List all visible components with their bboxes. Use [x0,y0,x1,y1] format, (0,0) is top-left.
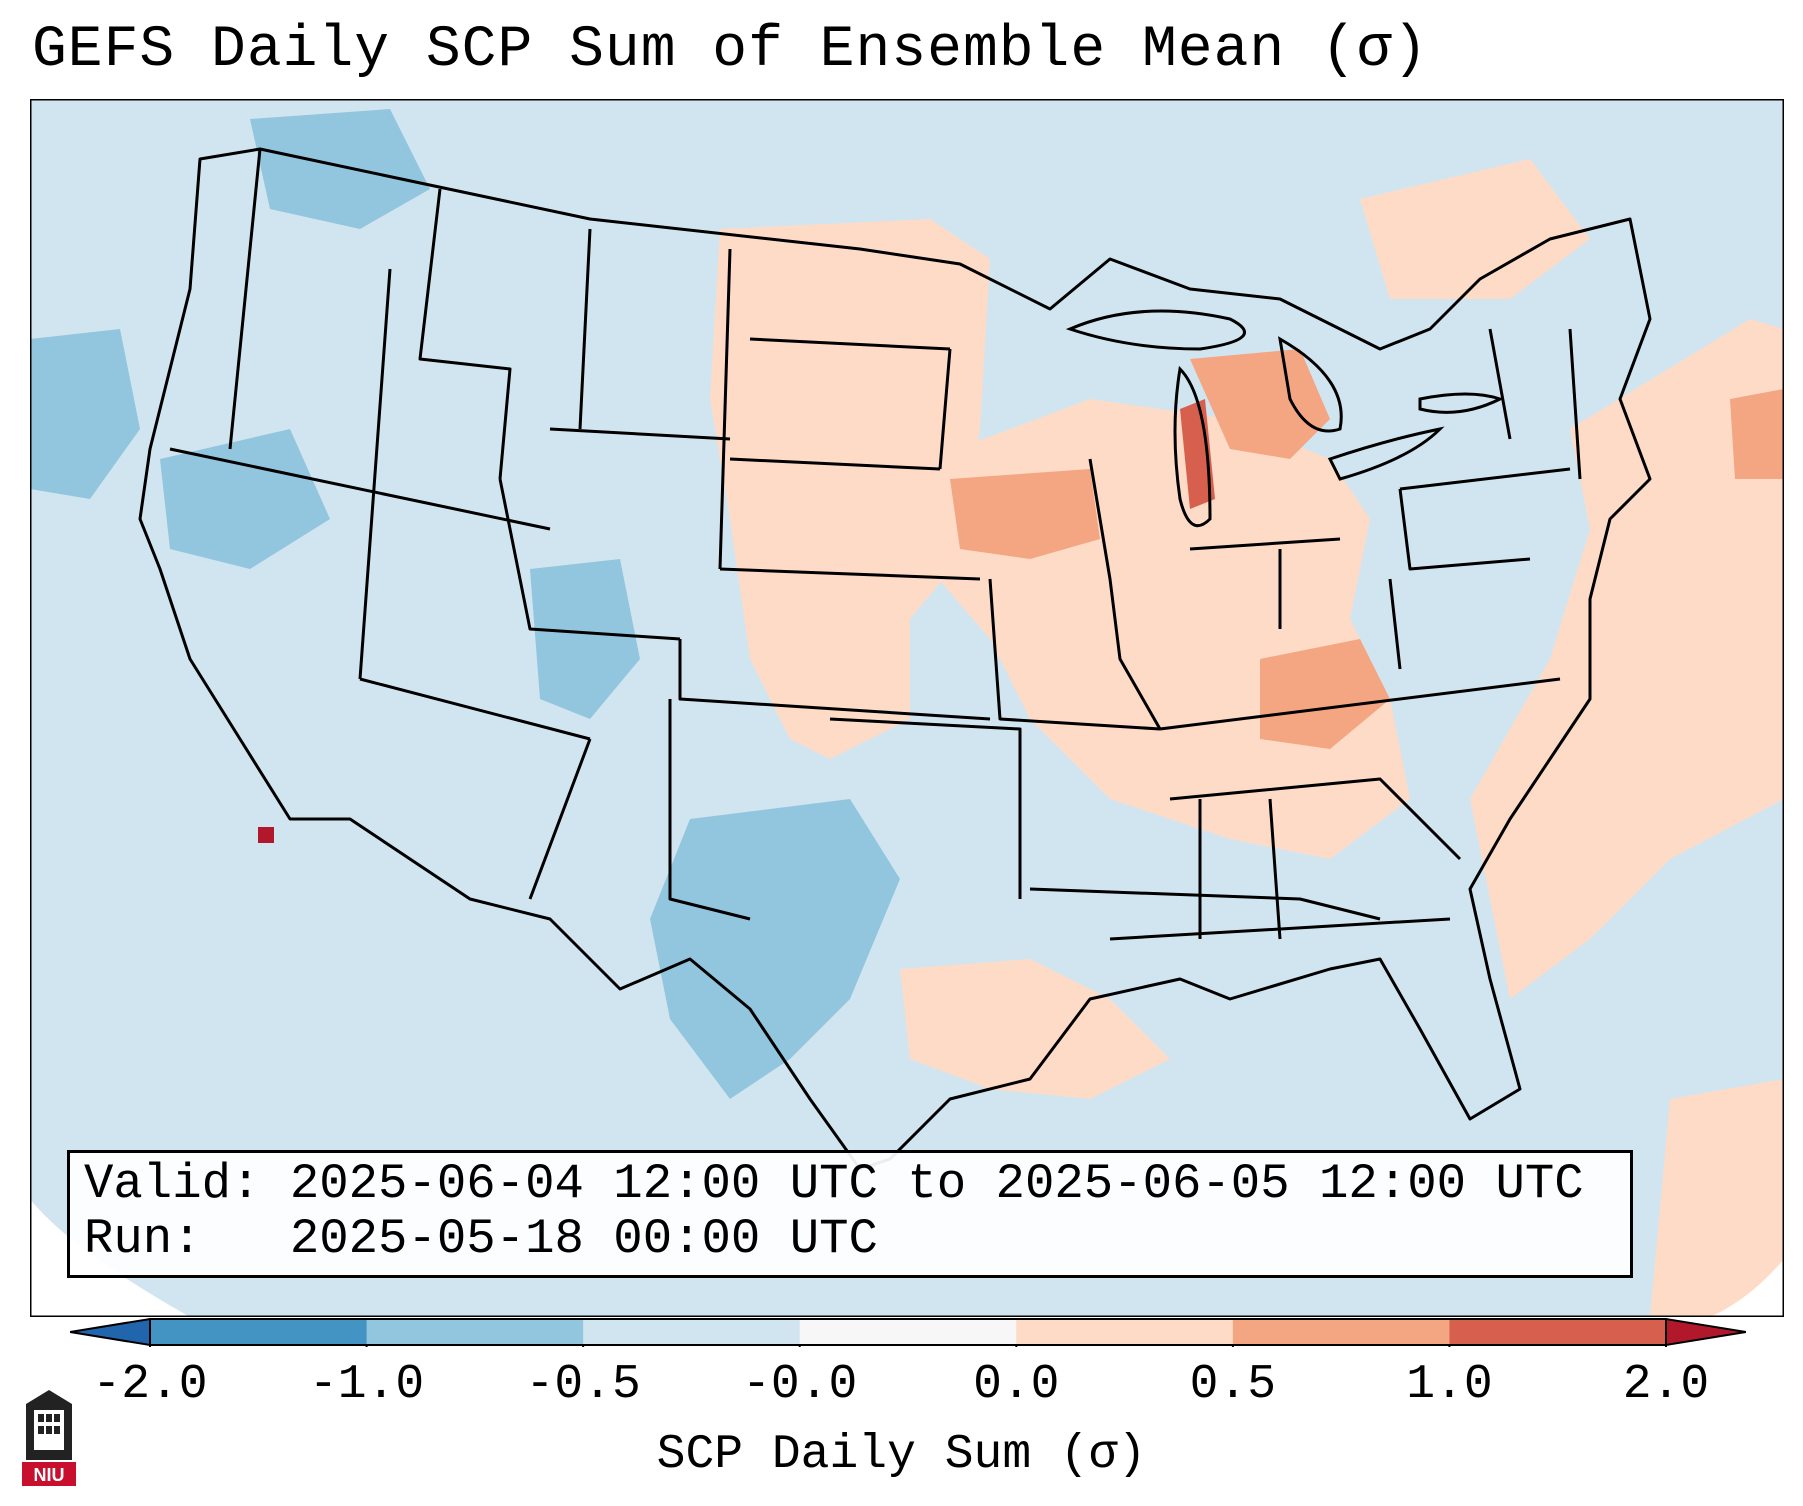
colorbar-segment [1016,1319,1234,1345]
map-panel [30,99,1784,1317]
colorbar-under-extension [70,1317,151,1347]
colorbar [70,1317,1746,1347]
colorbar-segment [1449,1319,1667,1345]
us-outline [138,147,1652,1171]
colorbar-tick-label: -1.0 [308,1358,425,1412]
positive-anomaly-caribbean [1650,1079,1784,1317]
map-edge-lower-right [1710,1259,1784,1317]
negative-anomaly-northwest [160,429,330,569]
positive-anomaly-iowa [950,469,1100,559]
colorbar-segment [799,1319,1017,1345]
colorbar-over-extension [1665,1317,1746,1347]
colorbar-segment [150,1319,368,1345]
colorbar-tick-label: -0.5 [525,1358,641,1412]
state-boundaries [138,147,1652,1171]
valid-value: 2025-06-04 12:00 UTC to 2025-06-05 12:00… [289,1156,1584,1212]
lake-ontario [1418,392,1504,414]
positive-anomaly-canada [1360,159,1590,299]
colorbar-tick-label: 2.0 [1622,1358,1710,1412]
colorbar-tick-label: -2.0 [92,1358,208,1412]
positive-anomaly-plains [710,219,990,759]
positive-anomaly-new-england [1730,389,1784,479]
negative-anomaly-texas [650,799,900,1099]
anomaly-regions [30,109,1784,1317]
valid-run-info-box: Valid: 2025-06-04 12:00 UTC to 2025-06-0… [67,1150,1633,1278]
lake-michigan [1173,365,1212,528]
negative-anomaly-pacific [30,329,140,499]
colorbar-segment [366,1319,584,1345]
negative-anomaly-montana [250,109,430,229]
colorbar-tick-label: -0.0 [742,1358,858,1412]
negative-anomaly-colorado [530,559,640,719]
colorbar-label: SCP Daily Sum (σ) [656,1428,1147,1482]
run-value: 2025-05-18 00:00 UTC [289,1211,878,1267]
great-lakes [1065,309,1504,528]
positive-anomaly-tennessee [1260,639,1390,749]
colorbar-segment [583,1319,801,1345]
valid-label: Valid: [84,1156,261,1212]
lake-erie [1327,426,1445,481]
map-edge-lower-left [30,1199,190,1317]
niu-logo: NIU [22,1390,76,1486]
positive-anomaly-lake-michigan [1180,399,1215,509]
lake-huron [1278,336,1343,433]
colorbar-segment [1232,1319,1450,1345]
logo-text: NIU [34,1465,65,1485]
colorbar-tick-label: 1.0 [1406,1358,1493,1412]
positive-anomaly-east-coast [1470,319,1784,999]
lake-superior [1065,309,1246,351]
run-label: Run: [84,1211,202,1267]
colorbar-tick-label: 0.0 [973,1358,1060,1412]
colorbar-tick-label: 0.5 [1189,1358,1277,1412]
colorbar-frame [149,1318,1667,1346]
page-title: GEFS Daily SCP Sum of Ensemble Mean (σ) [32,18,1429,83]
positive-anomaly-michigan [1190,349,1330,459]
positive-anomaly-gulf [900,959,1170,1099]
positive-anomaly-socal [258,827,274,843]
